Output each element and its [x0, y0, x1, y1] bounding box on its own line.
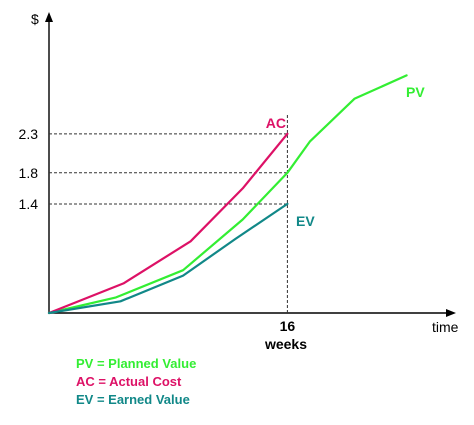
axes	[45, 12, 456, 317]
x-axis-arrow	[446, 309, 456, 317]
y-tick-label: 1.8	[19, 165, 39, 181]
series-group	[47, 74, 408, 315]
legend-item: PV = Planned Value	[76, 356, 196, 371]
series-label-ac: AC	[266, 115, 286, 131]
y-axis-label: $	[31, 11, 39, 27]
x-tick-label: 16	[280, 318, 296, 334]
legend-item: EV = Earned Value	[76, 392, 190, 407]
series-label-pv: PV	[406, 84, 425, 100]
x-unit-label: weeks	[264, 336, 307, 352]
y-axis-arrow	[45, 12, 53, 22]
series-label-ev: EV	[296, 213, 315, 229]
reference-guides	[49, 113, 288, 313]
series-labels: PV AC EV	[266, 84, 426, 229]
x-axis-label: time	[432, 319, 459, 335]
legend-item: AC = Actual Cost	[76, 374, 182, 389]
series-line-ev	[47, 202, 289, 315]
tick-labels: 2.3 1.8 1.4 16	[19, 126, 296, 334]
series-line-pv	[47, 74, 408, 315]
series-line-ac	[47, 132, 289, 315]
legend: PV = Planned Value AC = Actual Cost EV = E…	[76, 356, 196, 407]
y-tick-label: 2.3	[19, 126, 39, 142]
y-tick-label: 1.4	[19, 196, 39, 212]
